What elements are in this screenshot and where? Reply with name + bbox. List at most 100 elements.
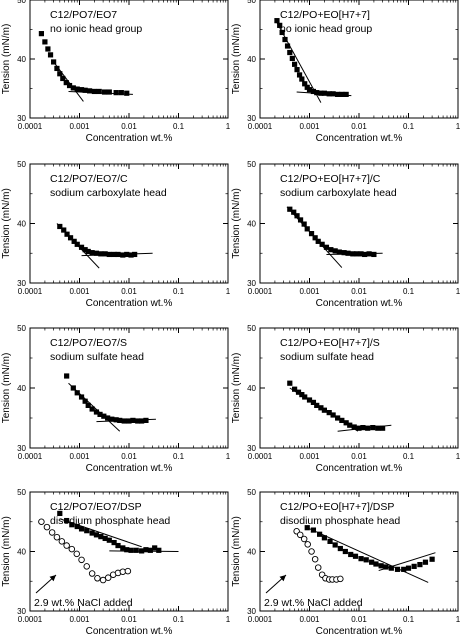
panel-subtitle: sodium sulfate head [50, 351, 144, 363]
data-point-square [93, 250, 100, 256]
data-point-square [93, 409, 100, 415]
x-tick-label: 0.01 [121, 287, 137, 296]
panel-8: 0.0001 0.001 0.01 0.1 1 30 40 50 Concentration w… [231, 488, 461, 637]
data-point-square [321, 407, 328, 413]
plot-area [38, 31, 133, 102]
x-axis-label: Concentration wt.% [316, 626, 403, 637]
x-axis-label: Concentration wt.% [86, 298, 173, 309]
y-tick-label: 30 [17, 444, 26, 453]
data-point-circle [314, 564, 322, 571]
data-point-square [348, 551, 354, 558]
data-point-square [363, 557, 369, 563]
data-point-square [101, 89, 108, 95]
y-tick-label: 50 [17, 160, 26, 169]
data-point-square [328, 247, 334, 253]
y-tick-label: 30 [17, 279, 26, 288]
data-point-square [60, 75, 66, 82]
data-point-square [111, 251, 117, 258]
x-tick-label: 0.0001 [248, 452, 273, 461]
y-tick-label: 50 [247, 324, 256, 333]
data-point-square [111, 539, 117, 546]
data-point-square [335, 415, 341, 421]
data-point-square [98, 251, 104, 257]
annotation-arrow-head [49, 575, 56, 582]
data-point-square [156, 547, 162, 553]
x-tick-label: 0.1 [173, 615, 185, 624]
data-point-square [115, 251, 121, 258]
x-tick-label: 0.001 [69, 122, 90, 131]
data-point-square [93, 532, 100, 538]
data-point-square [71, 238, 77, 244]
x-tick-label: 0.0001 [248, 287, 273, 296]
data-point-square [301, 221, 307, 227]
data-point-square [102, 535, 108, 542]
data-point-square [287, 206, 293, 212]
data-point-square [57, 71, 63, 77]
data-point-square [69, 522, 75, 528]
data-point-circle [63, 542, 70, 549]
data-point-circle [48, 529, 56, 536]
data-point-square [429, 556, 435, 562]
y-tick-label: 30 [247, 444, 256, 453]
data-point-square [394, 566, 401, 572]
data-point-square [98, 534, 104, 540]
data-point-square [115, 542, 121, 549]
data-point-square [358, 556, 364, 562]
x-tick-label: 0.0001 [18, 615, 43, 624]
data-point-square [310, 399, 317, 405]
annotation-text: 2.9 wt.% NaCl added [34, 597, 133, 609]
fit-line [307, 527, 429, 583]
data-point-square [89, 530, 95, 536]
data-point-square [70, 385, 76, 391]
data-point-square [312, 235, 318, 241]
y-tick-label: 30 [17, 607, 26, 616]
data-point-square [351, 424, 357, 430]
x-axis-label: Concentration wt.% [86, 463, 173, 474]
data-point-square [352, 553, 359, 559]
data-point-square [291, 61, 298, 67]
x-tick-label: 0.001 [299, 122, 320, 131]
data-point-square [330, 91, 336, 97]
data-point-square [87, 88, 93, 94]
data-point-square [375, 425, 381, 431]
plot-area [293, 525, 436, 583]
data-point-circle [73, 550, 81, 558]
data-point-square [299, 76, 305, 82]
data-point-square [369, 559, 375, 565]
data-point-square [360, 425, 366, 431]
x-axis-label: Concentration wt.% [316, 133, 403, 144]
data-point-square [335, 91, 341, 97]
data-point-square [291, 209, 297, 215]
x-tick-label: 0.01 [351, 122, 367, 131]
y-tick-label: 40 [247, 220, 256, 229]
data-point-square [89, 250, 95, 256]
panel-title: C12/PO+EO[H7+7]/DSP [280, 501, 394, 513]
data-point-square [82, 87, 88, 93]
data-point-square [366, 251, 372, 257]
data-point-square [64, 517, 70, 524]
data-point-square [343, 91, 349, 97]
x-tick-label: 0.001 [299, 615, 320, 624]
data-point-square [74, 86, 80, 92]
data-point-square [279, 29, 285, 36]
data-point-square [302, 81, 308, 87]
data-point-square [299, 392, 305, 398]
x-tick-label: 0.001 [299, 452, 320, 461]
data-point-square [306, 397, 313, 403]
data-point-square [38, 31, 45, 37]
data-point-circle [43, 523, 51, 531]
data-point-square [323, 244, 330, 250]
panel-subtitle: disodium phosphate head [50, 515, 170, 527]
data-point-square [306, 87, 313, 93]
data-point-square [302, 394, 308, 400]
data-point-square [343, 420, 349, 426]
data-point-square [89, 406, 95, 412]
data-point-square [133, 547, 139, 553]
y-tick-label: 50 [17, 0, 26, 5]
data-point-square [314, 90, 320, 96]
panel-4: 0.0001 0.001 0.01 0.1 1 30 40 50 Concentration w… [231, 160, 461, 309]
data-point-square [411, 563, 417, 569]
y-axis-label: Tension (mN/m) [1, 24, 12, 95]
data-point-square [96, 88, 102, 95]
panel-subtitle: sodium carboxylate head [50, 187, 167, 199]
